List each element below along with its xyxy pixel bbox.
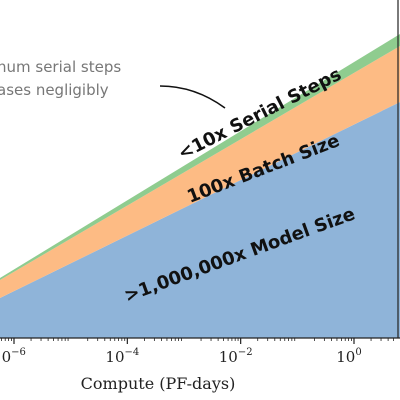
x-tick-exponent: −6 xyxy=(11,347,26,358)
region-serial-steps xyxy=(0,34,400,280)
annotation-arrow xyxy=(159,85,226,109)
x-tick-label: 10−2 xyxy=(219,347,253,366)
region-model-size xyxy=(0,102,400,338)
x-tick-base: 10 xyxy=(0,348,11,366)
x-tick-base: 10 xyxy=(219,348,238,366)
annotation-line-1: num serial steps xyxy=(0,58,121,76)
x-tick-base: 10 xyxy=(105,348,124,366)
x-tick-exponent: −4 xyxy=(125,347,140,358)
annotation-line-2: ases negligibly xyxy=(0,81,109,99)
x-tick-exponent: 0 xyxy=(355,347,361,358)
x-tick-exponent: −2 xyxy=(238,347,253,358)
x-tick-label: 100 xyxy=(336,347,361,366)
x-tick-label: 10−4 xyxy=(105,347,139,366)
x-tick-base: 10 xyxy=(336,348,355,366)
x-tick-label: 10−6 xyxy=(0,347,26,366)
region-batch-size xyxy=(0,46,400,298)
x-axis-title: Compute (PF-days) xyxy=(81,374,236,393)
